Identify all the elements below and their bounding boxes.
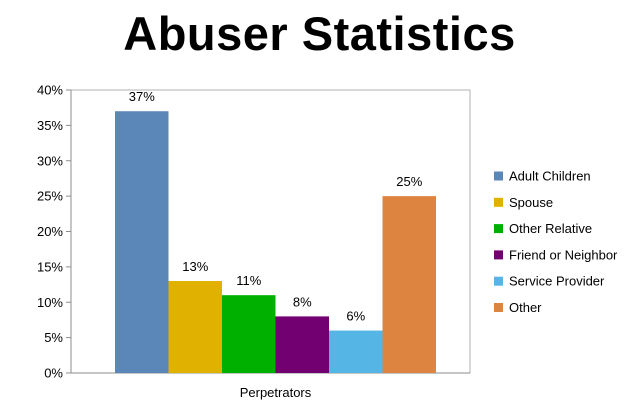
- legend-swatch: [494, 276, 503, 286]
- bar-adult-children: [115, 111, 169, 373]
- y-tick-label: 0%: [44, 366, 63, 381]
- y-axis-ticks: 0% 5% 10% 15% 20% 25% 30% 35% 40%: [37, 83, 71, 381]
- legend-label: Spouse: [509, 195, 553, 210]
- data-label: 13%: [182, 259, 208, 274]
- data-label: 6%: [346, 309, 365, 324]
- y-tick-label: 35%: [37, 118, 63, 133]
- data-labels: 37% 13% 11% 8% 6% 25%: [129, 89, 423, 323]
- bar-friend-or-neighbor: [275, 316, 329, 373]
- y-tick-label: 25%: [37, 189, 63, 204]
- bar-other-relative: [222, 295, 276, 373]
- data-label: 11%: [236, 273, 261, 288]
- x-category-label: Perpetrators: [240, 385, 312, 400]
- bar-spouse: [168, 281, 222, 373]
- y-tick-label: 30%: [37, 153, 63, 168]
- data-label: 25%: [396, 174, 422, 189]
- x-axis-categories: Perpetrators: [240, 385, 312, 400]
- data-label: 8%: [293, 294, 312, 309]
- bar-service-provider: [329, 330, 383, 373]
- legend-swatch: [494, 250, 503, 260]
- y-tick-label: 40%: [37, 83, 63, 98]
- legend: Adult Children Spouse Other Relative Friend…: [494, 169, 618, 315]
- legend-label: Other: [509, 300, 542, 315]
- legend-label: Adult Children: [509, 169, 591, 184]
- y-tick-label: 15%: [37, 259, 63, 274]
- legend-swatch: [494, 197, 503, 207]
- y-tick-label: 10%: [37, 295, 63, 310]
- bar-other: [382, 196, 436, 373]
- legend-swatch: [494, 171, 503, 181]
- legend-swatch: [494, 224, 503, 234]
- legend-label: Friend or Neighbor: [509, 247, 618, 262]
- legend-label: Service Provider: [509, 274, 605, 289]
- y-tick-label: 5%: [44, 330, 63, 345]
- y-tick-label: 20%: [37, 224, 63, 239]
- legend-swatch: [494, 303, 503, 312]
- data-label: 37%: [129, 89, 155, 104]
- bars: [115, 111, 436, 373]
- legend-label: Other Relative: [509, 221, 592, 236]
- chart-title: Abuser Statistics: [123, 7, 516, 60]
